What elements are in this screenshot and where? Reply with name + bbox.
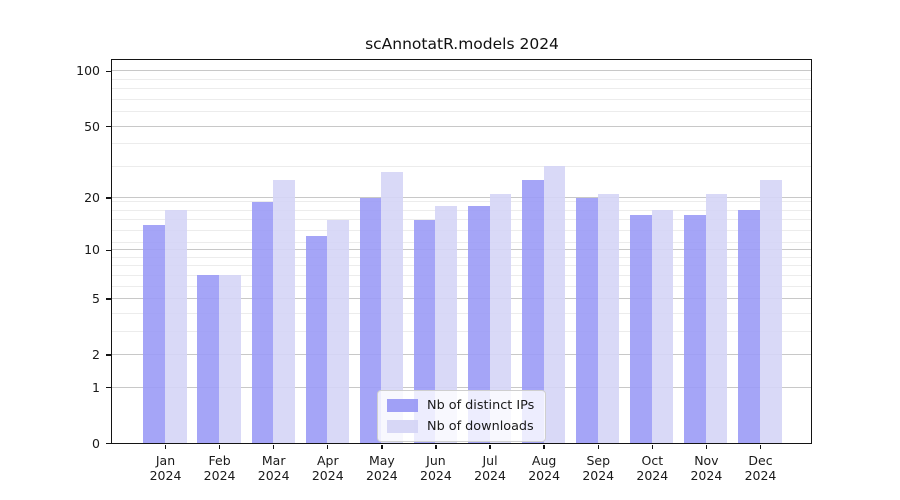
gridline-minor: [112, 98, 811, 100]
gridline-minor: [112, 201, 811, 203]
y-tick-mark: [106, 125, 111, 128]
x-tick-label-oct: Oct 2024: [636, 452, 669, 483]
gridline-minor: [112, 274, 811, 276]
gridline-minor: [112, 256, 811, 258]
bar-distinct-ips-mar: [251, 201, 274, 443]
bar-downloads-sep: [597, 193, 620, 443]
x-tick-label-jul: Jul 2024: [474, 452, 506, 483]
x-tick-label-mar: Mar 2024: [257, 452, 290, 483]
y-tick-mark: [106, 197, 111, 199]
x-tick-mark: [759, 445, 762, 449]
legend-label-distinct-ips: Nb of distinct IPs: [427, 398, 535, 413]
legend-swatch-distinct-ips: [387, 399, 418, 412]
gridline-minor: [112, 143, 811, 145]
gridline-minor: [112, 242, 811, 244]
bar-downloads-aug: [543, 166, 566, 443]
y-tick-label: 100: [76, 63, 100, 79]
x-tick-mark: [327, 445, 329, 449]
gridline-major: [112, 197, 811, 199]
bar-downloads-apr: [327, 219, 349, 443]
bar-distinct-ips-feb: [197, 275, 220, 443]
gridline-minor: [112, 330, 811, 332]
bar-distinct-ips-jul: [467, 205, 490, 443]
y-tick-mark: [106, 298, 111, 300]
legend-swatch-downloads: [387, 420, 418, 433]
gridline-minor: [112, 111, 811, 113]
x-tick-mark: [489, 445, 491, 449]
gridline-minor: [112, 219, 811, 220]
x-tick-mark: [651, 445, 653, 449]
plot-area: [111, 59, 812, 444]
bar-downloads-jun: [435, 205, 458, 443]
gridline-major: [112, 353, 811, 355]
x-tick-label-apr: Apr 2024: [311, 452, 344, 483]
y-tick-label: 0: [92, 435, 100, 451]
y-tick-mark: [106, 354, 111, 356]
bar-downloads-dec: [759, 180, 782, 443]
gridline-minor: [112, 78, 811, 80]
y-tick-label: 1: [92, 379, 100, 395]
gridline-minor: [112, 88, 811, 90]
x-tick-mark: [272, 445, 275, 449]
x-tick-label-jun: Jun 2024: [420, 452, 452, 483]
legend-label-downloads: Nb of downloads: [427, 419, 534, 434]
y-tick-label: 50: [84, 118, 100, 134]
y-tick-mark: [106, 249, 111, 251]
y-tick-label: 5: [92, 291, 100, 307]
bar-downloads-jan: [165, 210, 187, 443]
x-tick-label-may: May 2024: [365, 452, 398, 483]
y-tick-mark: [106, 70, 111, 73]
bar-distinct-ips-aug: [522, 180, 544, 443]
bar-distinct-ips-oct: [630, 214, 652, 443]
y-tick-label: 20: [84, 190, 100, 206]
bar-distinct-ips-dec: [738, 210, 760, 443]
bar-downloads-may: [381, 171, 403, 443]
gridline-minor: [112, 209, 811, 211]
bar-distinct-ips-jun: [413, 219, 436, 443]
x-tick-label-jan: Jan 2024: [149, 452, 182, 483]
gridline-major: [112, 125, 811, 127]
legend-item-downloads: Nb of downloads: [387, 419, 534, 434]
x-tick-mark: [705, 445, 708, 449]
x-tick-label-sep: Sep 2024: [582, 452, 615, 483]
y-tick-mark: [106, 386, 111, 389]
bar-distinct-ips-jan: [143, 224, 165, 443]
bar-downloads-nov: [705, 193, 728, 443]
x-tick-mark: [435, 445, 437, 449]
x-tick-label-aug: Aug 2024: [528, 452, 561, 483]
gridline-minor: [112, 285, 811, 287]
x-tick-label-nov: Nov 2024: [690, 452, 723, 483]
gridline-major: [112, 386, 811, 388]
gridline-major: [112, 249, 811, 251]
gridline-minor: [112, 165, 811, 167]
x-tick-mark: [543, 445, 545, 449]
x-tick-mark: [381, 445, 383, 449]
legend-item-distinct-ips: Nb of distinct IPs: [387, 398, 534, 413]
bar-downloads-oct: [651, 210, 674, 443]
gridline-minor: [112, 265, 811, 267]
x-tick-mark: [164, 445, 167, 449]
gridline-major: [112, 70, 811, 72]
chart-title: scAnnotatR.models 2024: [365, 35, 559, 53]
gridline-major: [112, 298, 811, 300]
bar-distinct-ips-apr: [305, 236, 328, 443]
x-tick-label-feb: Feb 2024: [203, 452, 236, 483]
gridline-minor: [112, 229, 811, 231]
bar-distinct-ips-sep: [576, 197, 598, 443]
bar-downloads-mar: [273, 180, 295, 443]
bar-distinct-ips-nov: [684, 214, 706, 443]
bar-downloads-jul: [489, 193, 512, 443]
y-tick-mark: [106, 442, 111, 445]
x-tick-mark: [597, 445, 599, 449]
x-tick-mark: [218, 445, 221, 449]
bar-downloads-feb: [219, 275, 241, 443]
y-tick-label: 2: [92, 346, 100, 362]
legend: Nb of distinct IPs Nb of downloads: [377, 390, 547, 442]
x-tick-label-dec: Dec 2024: [744, 452, 777, 483]
y-tick-label: 10: [84, 242, 100, 258]
gridline-minor: [112, 312, 811, 314]
bar-distinct-ips-may: [359, 197, 382, 443]
